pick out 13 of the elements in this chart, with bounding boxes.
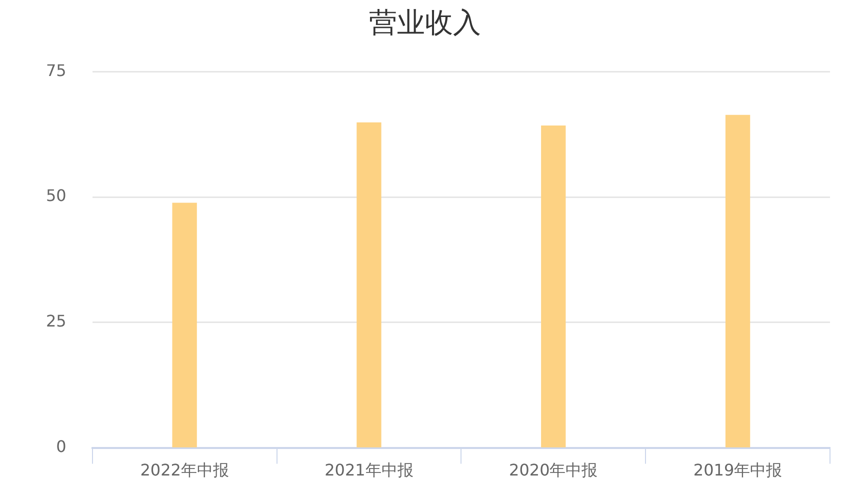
x-tick-label: 2022年中报 — [140, 460, 229, 480]
bar — [725, 114, 750, 448]
y-tick-label: 25 — [46, 312, 66, 331]
y-tick-label: 50 — [46, 186, 66, 206]
x-tick-label: 2019年中报 — [693, 460, 782, 480]
bar — [356, 122, 382, 448]
y-tick-label: 75 — [46, 60, 66, 80]
x-tick-label: 2020年中报 — [509, 460, 598, 480]
y-tick-label: 0 — [56, 436, 66, 456]
bar — [172, 202, 197, 448]
chart-title: 营业收入 — [369, 6, 481, 40]
bar — [541, 125, 566, 448]
x-tick-label: 2021年中报 — [324, 460, 414, 480]
